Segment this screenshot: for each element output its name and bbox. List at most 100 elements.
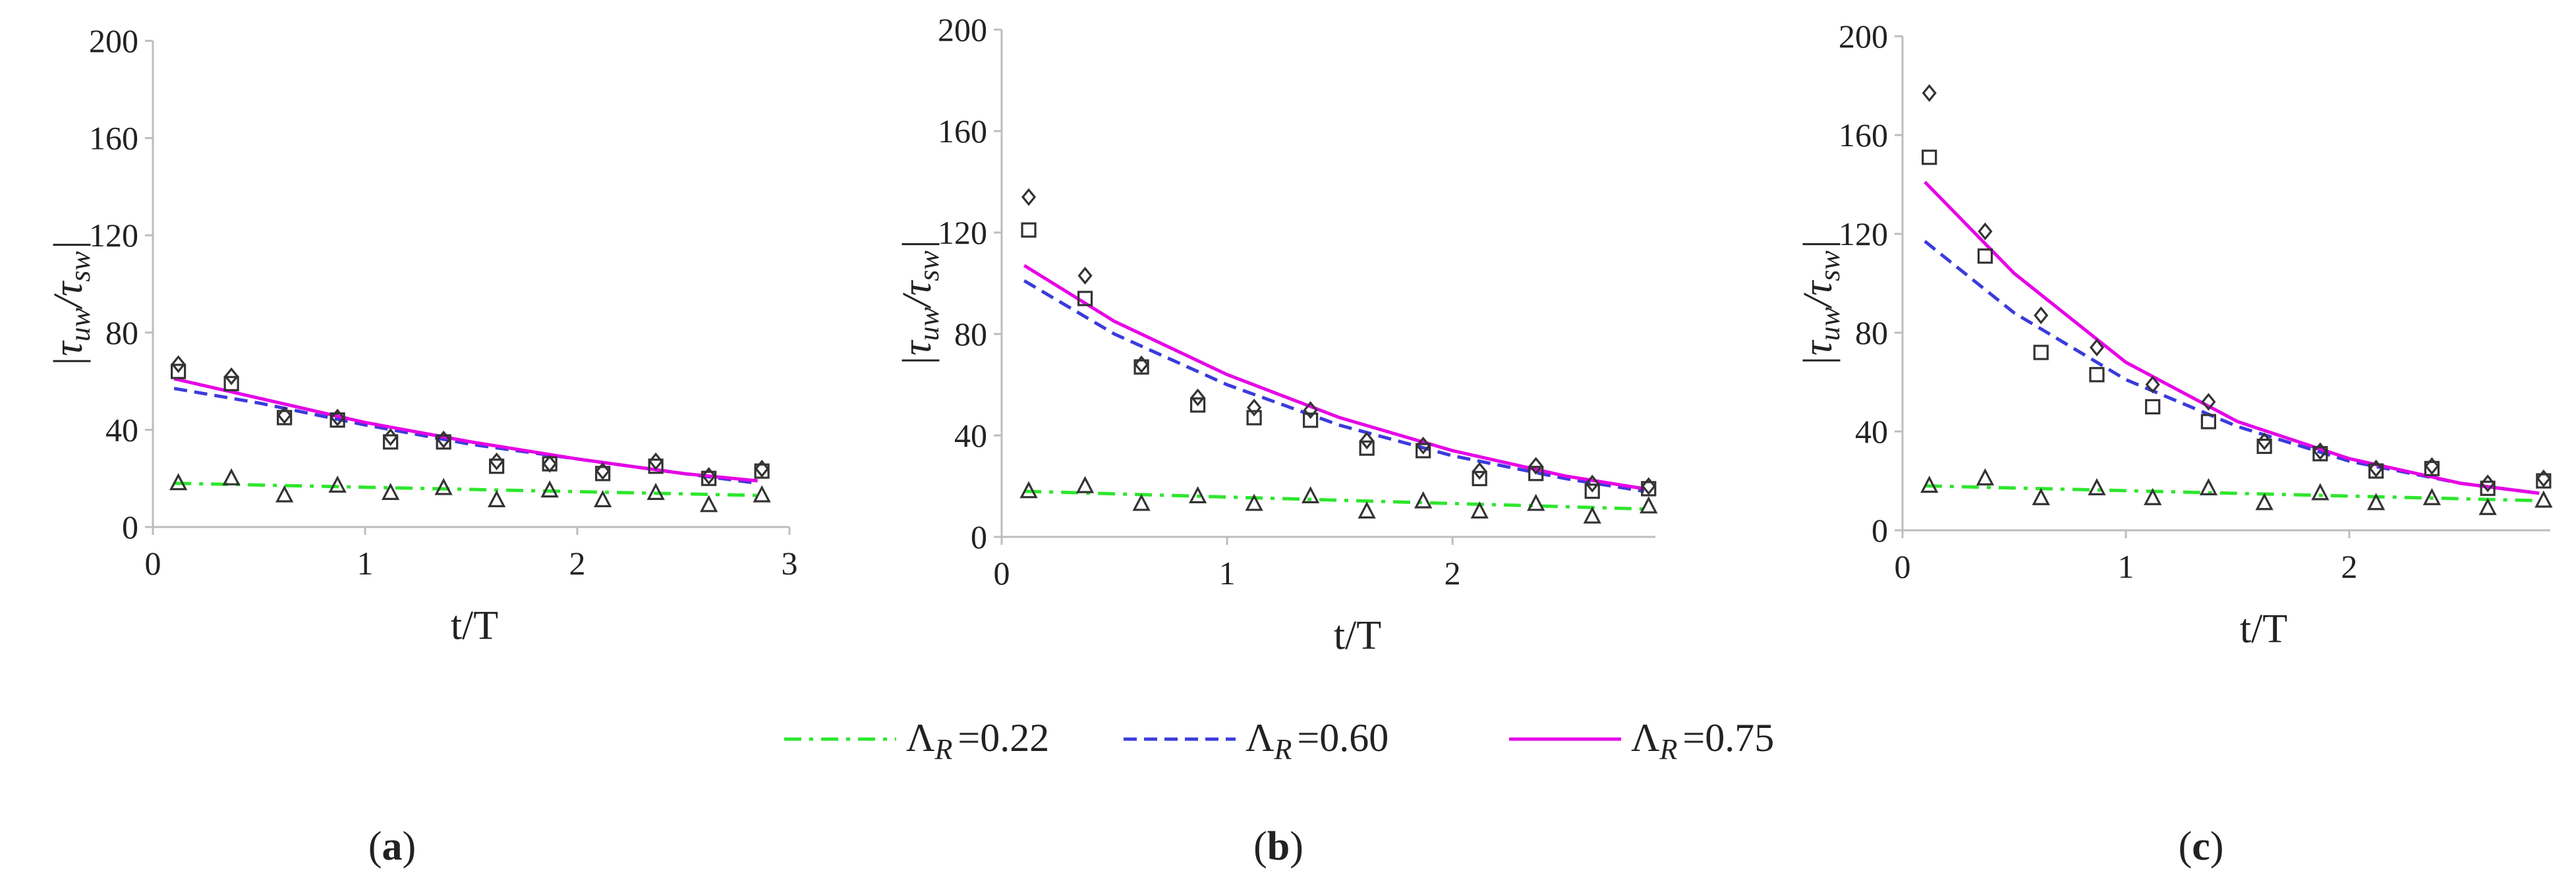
diamond-marker <box>1247 399 1262 417</box>
square-marker <box>2312 446 2328 462</box>
triangle-marker <box>1301 486 1320 503</box>
diamond-marker <box>1922 84 1937 102</box>
triangle-marker <box>275 485 294 503</box>
legend: ΛR =0.22 ΛR =0.60 ΛR =0.75 <box>784 716 1774 765</box>
y-tick-label: 120 <box>1839 215 1888 252</box>
y-tick-label: 200 <box>89 22 138 59</box>
triangle-marker <box>1188 486 1207 503</box>
square-marker <box>2368 463 2384 479</box>
square-marker <box>1922 150 1937 165</box>
y-tick-label: 80 <box>954 316 987 352</box>
diamond-marker <box>2201 393 2216 411</box>
diamond-marker <box>171 355 186 374</box>
x-tick-label: 0 <box>1895 548 1911 585</box>
triangle-marker <box>1583 506 1601 524</box>
diamond-marker <box>2368 459 2384 478</box>
square-marker <box>648 458 664 474</box>
square-marker <box>1133 359 1149 375</box>
diamond-marker <box>1641 477 1656 495</box>
y-tick-label: 0 <box>122 509 138 545</box>
square-marker <box>1189 397 1206 413</box>
square-marker <box>595 466 611 482</box>
square-marker <box>171 364 186 379</box>
x-tick-label: 1 <box>2117 548 2134 585</box>
diamond-marker <box>542 455 558 473</box>
triangle-marker <box>753 485 771 503</box>
y-tick-label: 160 <box>938 113 987 150</box>
triangle-marker <box>1019 481 1038 499</box>
legend-label: ΛR =0.60 <box>1245 716 1388 765</box>
triangle-marker <box>381 482 400 500</box>
series-line-lambda-0.75 <box>173 377 758 483</box>
x-axis-label: t/T <box>1334 613 1381 658</box>
diamond-marker <box>489 452 504 470</box>
diamond-marker <box>1360 431 1375 450</box>
square-marker <box>1977 248 1993 264</box>
diamond-marker <box>2424 457 2440 476</box>
panel-c: 0 40 80 120 160 200 0 1 2 t/T |τuw/τsw| (c) <box>1796 18 2553 869</box>
square-marker <box>2145 399 2161 415</box>
y-tick-label: 80 <box>105 314 138 351</box>
x-tick-label: 2 <box>2341 548 2357 585</box>
diamond-marker <box>1585 474 1600 493</box>
panel-tag: (c) <box>2179 824 2224 869</box>
triangle-marker <box>1640 496 1658 514</box>
diamond-marker <box>1190 388 1205 406</box>
y-tick-label: 0 <box>971 518 987 555</box>
triangle-marker <box>1358 501 1376 519</box>
y-tick-label: 40 <box>105 411 138 448</box>
y-tick-label: 40 <box>1855 413 1888 450</box>
square-marker <box>1416 443 1431 458</box>
triangle-marker <box>2255 493 2274 511</box>
series-line-lambda-0.22 <box>1924 484 2540 503</box>
panel-b: 0 40 80 120 160 200 0 1 2 t/T |τuw/τsw| (b) <box>895 11 1658 869</box>
diamond-marker <box>330 408 345 427</box>
legend-item: ΛR =0.75 <box>1509 716 1774 765</box>
triangle-marker <box>1075 476 1095 493</box>
panel-tag: (b) <box>1253 824 1303 869</box>
diamond-marker <box>755 459 770 478</box>
y-tick-label: 160 <box>89 120 138 157</box>
y-tick-label: 160 <box>1839 117 1888 153</box>
y-tick-label: 200 <box>1839 18 1888 55</box>
triangle-marker <box>2366 493 2386 511</box>
series-line-lambda-0.22 <box>1024 489 1644 511</box>
x-axis-label: t/T <box>451 603 498 648</box>
y-tick-label: 120 <box>89 217 138 254</box>
square-marker <box>701 470 717 486</box>
series-line-lambda-0.60 <box>1023 279 1645 493</box>
x-tick-label: 1 <box>357 545 374 582</box>
y-axis-label: |τuw/τsw| <box>46 240 96 368</box>
triangle-marker <box>646 482 665 500</box>
square-marker <box>1528 466 1544 482</box>
diamond-marker <box>224 367 239 385</box>
x-tick-label: 3 <box>782 545 798 582</box>
triangle-marker <box>2143 487 2162 505</box>
triangle-marker <box>2478 497 2497 515</box>
diamond-marker <box>2145 375 2160 394</box>
square-marker <box>1021 222 1037 238</box>
x-tick-label: 2 <box>1445 555 1461 592</box>
y-tick-label: 120 <box>938 214 987 251</box>
y-tick-label: 200 <box>938 11 987 48</box>
triangle-marker <box>1976 468 1995 486</box>
diamond-marker <box>277 406 292 424</box>
y-axis-label: |τuw/τsw| <box>1796 239 1846 367</box>
series-line-lambda-0.60 <box>1924 240 2540 495</box>
triangle-marker <box>1920 476 1939 493</box>
triangle-marker <box>222 468 241 486</box>
triangle-marker <box>434 478 453 495</box>
panel-a: 0 40 80 120 160 200 0 1 2 3 t/T |τuw/τsw| (a) <box>46 22 798 869</box>
triangle-marker <box>1470 501 1489 519</box>
triangle-marker <box>2311 483 2330 501</box>
triangle-marker <box>1132 493 1151 511</box>
square-marker <box>754 463 770 479</box>
diamond-marker <box>1528 457 1543 475</box>
square-marker <box>2256 438 2272 455</box>
diamond-marker <box>2312 442 2328 460</box>
diamond-marker <box>2034 306 2049 325</box>
square-marker <box>489 458 505 474</box>
triangle-marker <box>169 473 188 491</box>
square-marker <box>2200 414 2216 430</box>
square-marker <box>2033 345 2049 360</box>
